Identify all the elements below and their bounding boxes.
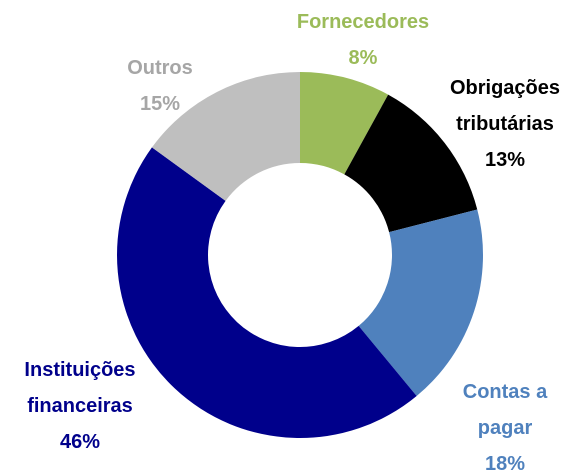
category-label: Fornecedores — [296, 11, 430, 33]
category-label: Outros — [127, 57, 193, 79]
value-label: 13% — [484, 149, 526, 171]
value-label: 18% — [484, 453, 526, 471]
value-label: 8% — [348, 47, 378, 69]
donut-slice — [300, 72, 389, 175]
donut-slice — [344, 94, 478, 233]
value-label: 46% — [59, 431, 101, 453]
slice-label: Outros 15% — [100, 50, 220, 122]
slice-label: Contas a pagar 18% — [450, 374, 560, 471]
category-label: Contas a pagar — [462, 381, 548, 439]
slice-label: Obrigações tributárias 13% — [435, 70, 575, 178]
donut-slice — [358, 209, 483, 397]
slice-label: Fornecedores 8% — [263, 4, 463, 76]
value-label: 15% — [139, 93, 181, 115]
category-label: Obrigações tributárias — [449, 77, 561, 135]
slice-label: Instituições financeiras 46% — [0, 352, 165, 460]
donut-slice — [117, 147, 417, 438]
donut-slice — [151, 72, 300, 201]
category-label: Instituições financeiras — [24, 359, 136, 417]
